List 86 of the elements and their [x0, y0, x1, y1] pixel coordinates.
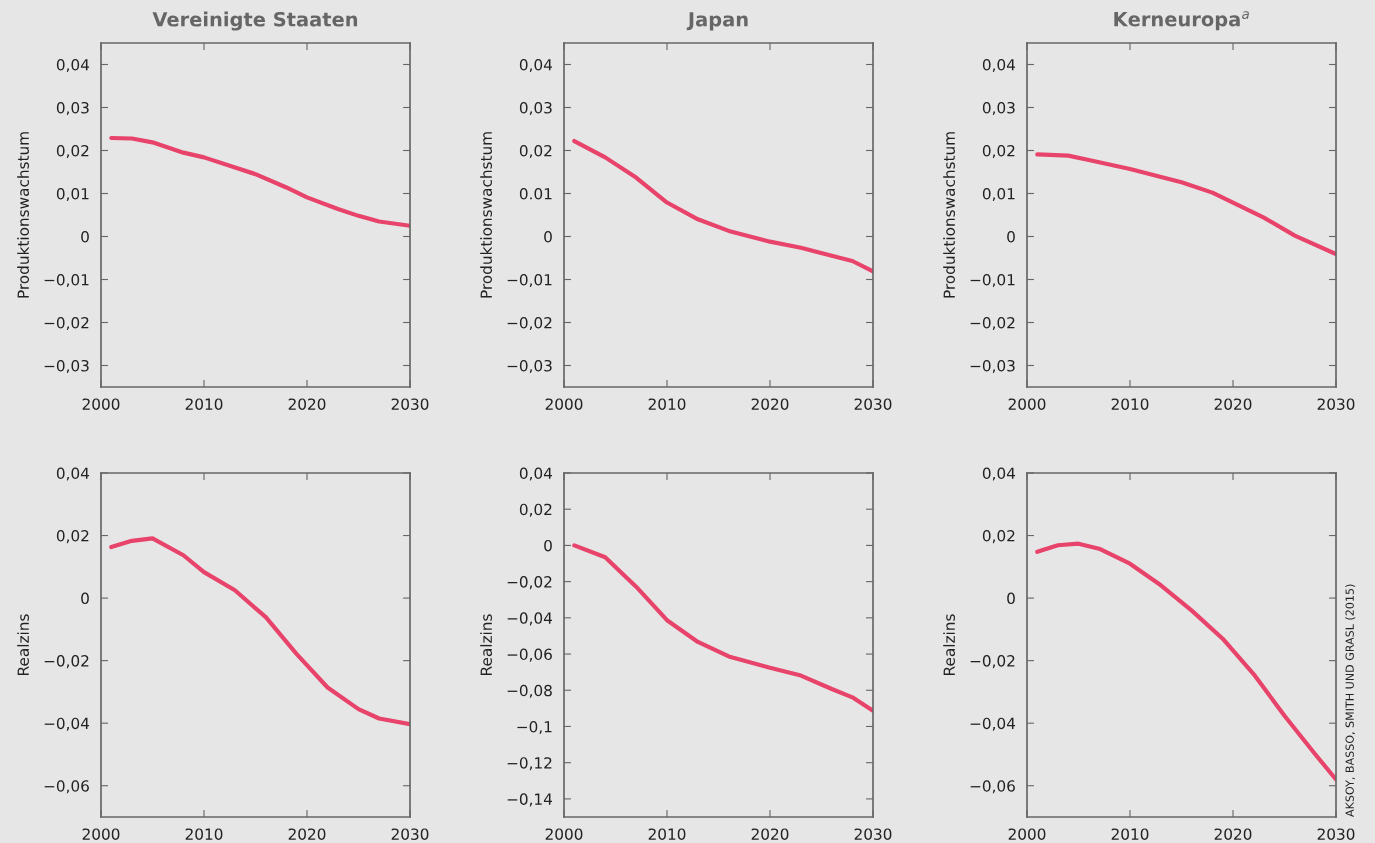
x-tick-label: 2030 [854, 828, 892, 840]
y-tick-label: −0,03 [970, 359, 1015, 374]
y-axis-title: Produktionswachstum [943, 132, 955, 298]
y-tick-label: 0,02 [982, 530, 1015, 544]
y-tick-label: −0,02 [507, 576, 552, 590]
y-tick-label: −0,02 [507, 316, 552, 331]
x-tick-label: 2020 [751, 828, 789, 840]
y-tick-label: −0,02 [970, 655, 1015, 669]
y-axis-title: Realzins [943, 614, 955, 675]
y-tick-label: 0,04 [982, 58, 1016, 73]
y-tick-label: −0,06 [970, 780, 1015, 794]
y-tick-label: −0,03 [507, 359, 552, 374]
y-tick-label: −0,02 [970, 316, 1015, 331]
y-tick-label: −0,1 [517, 720, 552, 735]
y-axis-title: Realzins [480, 614, 492, 675]
x-tick-label: 2030 [391, 828, 429, 840]
y-tick-label: −0,04 [970, 717, 1016, 731]
x-tick-label: 2020 [751, 398, 789, 410]
x-tick-label: 2020 [1214, 828, 1252, 840]
y-tick-label: −0,01 [507, 273, 552, 288]
line-series [572, 543, 873, 713]
chart-title: Kerneuropa$^{a}$ [1114, 11, 1249, 31]
y-tick-label: 0,04 [519, 58, 553, 73]
line-series [1035, 541, 1336, 782]
y-tick-label: 0,02 [56, 144, 89, 159]
x-tick-label: 2010 [648, 398, 686, 410]
y-tick-label: 0,03 [982, 101, 1015, 116]
y-tick-label: 0,04 [56, 58, 90, 73]
y-tick-label: 0 [544, 230, 552, 243]
x-tick-label: 2010 [185, 828, 223, 840]
x-tick-label: 2010 [1111, 398, 1149, 410]
text: AKSOY, BASSO, SMITH UND GRASL (2015) [1345, 584, 1356, 817]
y-tick-label: −0,02 [44, 655, 89, 669]
y-tick-label: 0,01 [56, 187, 89, 202]
y-tick-label: 0 [81, 230, 89, 243]
x-tick-label: 2000 [82, 828, 120, 840]
x-tick-label: 2020 [288, 398, 326, 410]
y-tick-label: 0,04 [56, 467, 90, 481]
x-tick-label: 2010 [1111, 828, 1149, 840]
y-tick-label: 0 [1007, 230, 1015, 243]
y-tick-label: −0,06 [44, 780, 89, 794]
y-axis-title: Realzins [17, 614, 29, 675]
x-tick-label: 2030 [854, 398, 892, 410]
y-tick-label: −0,08 [507, 684, 552, 698]
y-tick-label: 0,04 [519, 467, 553, 481]
y-tick-label: −0,06 [507, 648, 552, 662]
x-tick-label: 2020 [288, 828, 326, 840]
x-tick-label: 2000 [545, 828, 583, 840]
x-tick-label: 2030 [1317, 828, 1355, 840]
y-tick-label: −0,04 [44, 717, 90, 731]
x-tick-label: 2000 [82, 398, 120, 410]
x-tick-label: 2000 [545, 398, 583, 410]
x-tick-label: 2030 [1317, 398, 1355, 410]
y-tick-label: 0 [81, 592, 89, 605]
line-series [109, 135, 410, 228]
y-tick-label: 0,03 [519, 101, 552, 116]
y-tick-label: 0,03 [56, 101, 89, 116]
x-tick-label: 2010 [185, 398, 223, 410]
y-tick-label: 0,01 [982, 187, 1015, 202]
x-tick-label: 2000 [1008, 398, 1046, 410]
y-tick-label: 0,02 [982, 144, 1015, 159]
y-tick-label: 0,02 [519, 144, 552, 159]
y-tick-label: −0,01 [44, 273, 89, 288]
y-tick-label: 0.01 [519, 187, 552, 200]
line-series [1035, 152, 1336, 257]
y-tick-label: 0 [1007, 592, 1015, 605]
y-tick-label: −0,12 [507, 757, 552, 771]
y-tick-label: −0,01 [970, 273, 1015, 288]
line-series [572, 138, 873, 274]
x-tick-label: 2010 [648, 828, 686, 840]
chart-title: Vereinigte Staaten [152, 11, 358, 31]
y-tick-label: 0 [544, 539, 552, 552]
y-tick-label: −0,14 [507, 793, 553, 807]
y-axis-title: Produktionswachstum [480, 132, 492, 298]
y-tick-label: 0,04 [982, 467, 1016, 481]
x-tick-label: 2000 [1008, 828, 1046, 840]
x-tick-label: 2030 [391, 398, 429, 410]
chart-title: Japan [686, 12, 748, 31]
y-tick-label: −0,02 [44, 316, 89, 331]
x-tick-label: 2020 [1214, 398, 1252, 410]
line-series [109, 536, 410, 727]
y-tick-label: −0,04 [507, 612, 553, 626]
y-axis-title: Produktionswachstum [17, 132, 29, 298]
y-tick-label: −0,03 [44, 359, 89, 374]
y-tick-label: 0,02 [56, 530, 89, 544]
y-tick-label: 0,02 [519, 503, 552, 517]
